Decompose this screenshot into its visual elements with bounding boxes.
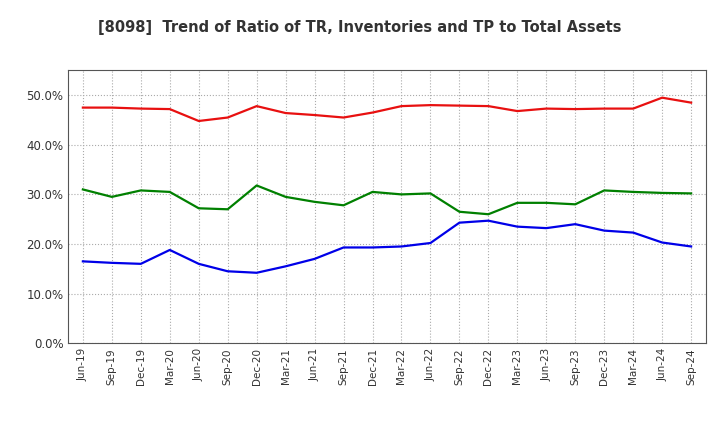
Inventories bbox=[397, 244, 406, 249]
Trade Payables bbox=[339, 203, 348, 208]
Trade Receivables bbox=[571, 106, 580, 112]
Trade Receivables bbox=[658, 95, 667, 100]
Inventories bbox=[107, 260, 116, 265]
Line: Inventories: Inventories bbox=[83, 221, 691, 273]
Inventories bbox=[368, 245, 377, 250]
Trade Receivables bbox=[426, 103, 435, 108]
Inventories bbox=[484, 218, 492, 224]
Inventories bbox=[600, 228, 608, 233]
Trade Receivables bbox=[542, 106, 551, 111]
Inventories bbox=[223, 269, 232, 274]
Line: Trade Receivables: Trade Receivables bbox=[83, 98, 691, 121]
Text: [8098]  Trend of Ratio of TR, Inventories and TP to Total Assets: [8098] Trend of Ratio of TR, Inventories… bbox=[98, 20, 622, 35]
Trade Payables bbox=[397, 192, 406, 197]
Inventories bbox=[252, 270, 261, 275]
Inventories bbox=[194, 261, 203, 267]
Trade Receivables bbox=[194, 118, 203, 124]
Trade Payables bbox=[513, 200, 522, 205]
Inventories bbox=[513, 224, 522, 229]
Trade Payables bbox=[223, 207, 232, 212]
Trade Receivables bbox=[282, 110, 290, 116]
Inventories bbox=[542, 225, 551, 231]
Trade Receivables bbox=[513, 108, 522, 114]
Trade Receivables bbox=[484, 103, 492, 109]
Trade Receivables bbox=[252, 103, 261, 109]
Inventories bbox=[687, 244, 696, 249]
Trade Receivables bbox=[310, 112, 319, 117]
Inventories bbox=[426, 240, 435, 246]
Line: Trade Payables: Trade Payables bbox=[83, 186, 691, 214]
Trade Receivables bbox=[137, 106, 145, 111]
Inventories bbox=[78, 259, 87, 264]
Trade Receivables bbox=[455, 103, 464, 108]
Inventories bbox=[629, 230, 637, 235]
Inventories bbox=[137, 261, 145, 267]
Trade Payables bbox=[600, 188, 608, 193]
Trade Payables bbox=[107, 194, 116, 199]
Inventories bbox=[571, 221, 580, 227]
Trade Payables bbox=[166, 189, 174, 194]
Trade Receivables bbox=[368, 110, 377, 115]
Inventories bbox=[310, 256, 319, 261]
Trade Payables bbox=[426, 191, 435, 196]
Trade Receivables bbox=[629, 106, 637, 111]
Trade Payables bbox=[310, 199, 319, 205]
Trade Payables bbox=[137, 188, 145, 193]
Trade Payables bbox=[282, 194, 290, 199]
Trade Payables bbox=[484, 212, 492, 217]
Trade Payables bbox=[194, 205, 203, 211]
Trade Payables bbox=[571, 202, 580, 207]
Trade Receivables bbox=[78, 105, 87, 110]
Inventories bbox=[455, 220, 464, 225]
Trade Receivables bbox=[166, 106, 174, 112]
Trade Payables bbox=[629, 189, 637, 194]
Trade Payables bbox=[368, 189, 377, 194]
Inventories bbox=[282, 264, 290, 269]
Trade Payables bbox=[455, 209, 464, 214]
Trade Payables bbox=[687, 191, 696, 196]
Trade Receivables bbox=[397, 103, 406, 109]
Inventories bbox=[658, 240, 667, 245]
Trade Payables bbox=[542, 200, 551, 205]
Trade Payables bbox=[252, 183, 261, 188]
Trade Receivables bbox=[687, 100, 696, 105]
Trade Receivables bbox=[223, 115, 232, 120]
Trade Payables bbox=[78, 187, 87, 192]
Inventories bbox=[339, 245, 348, 250]
Trade Receivables bbox=[339, 115, 348, 120]
Trade Payables bbox=[658, 190, 667, 195]
Inventories bbox=[166, 247, 174, 253]
Trade Receivables bbox=[107, 105, 116, 110]
Trade Receivables bbox=[600, 106, 608, 111]
